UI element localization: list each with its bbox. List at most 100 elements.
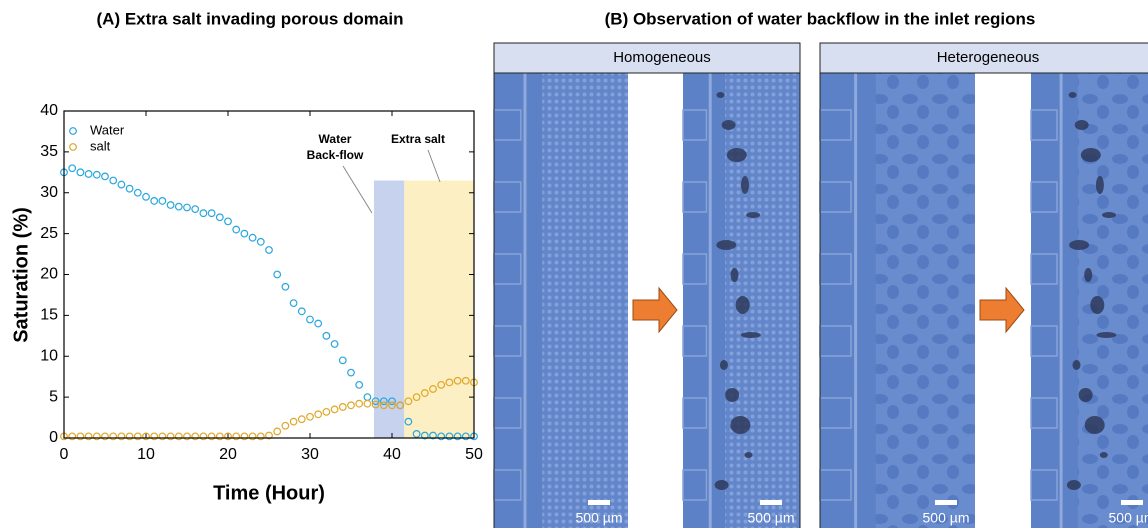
point: [232, 225, 241, 234]
point: [265, 246, 273, 254]
inlet-channel: [682, 325, 708, 357]
point: [289, 417, 298, 426]
point: [84, 432, 93, 441]
point: [199, 432, 208, 441]
dark-spot: [714, 480, 729, 490]
scale-bar: [588, 500, 610, 505]
dark-spot: [725, 388, 740, 402]
point: [166, 201, 175, 209]
dark-spot: [1084, 416, 1105, 434]
dark-spot: [744, 452, 753, 458]
point: [404, 397, 413, 406]
panel-border: [493, 42, 801, 528]
point: [191, 205, 200, 214]
inlet-channel: [1030, 253, 1058, 285]
panel-label: Homogeneous: [613, 49, 711, 66]
point: [117, 432, 126, 441]
point: [125, 184, 134, 193]
inlet-strip: [1059, 73, 1063, 528]
y-tick-label: 25: [40, 225, 58, 242]
inlet-channel: [682, 181, 708, 213]
point: [92, 170, 101, 179]
micrograph: [493, 73, 628, 528]
point: [453, 432, 462, 441]
y-tick-label: 30: [40, 184, 58, 201]
annotation-arrow: [427, 149, 441, 183]
point: [240, 432, 249, 441]
inlet-strip: [523, 73, 527, 528]
point: [183, 432, 191, 441]
point: [248, 233, 257, 242]
point: [404, 417, 413, 426]
shaded-region: [404, 180, 474, 439]
dark-spot: [1080, 148, 1101, 162]
point: [379, 401, 388, 410]
dark-spot: [741, 176, 750, 194]
y-tick-label: 35: [40, 143, 58, 160]
y-tick-label: 40: [40, 102, 58, 119]
scale-bar-label: 500 µm: [748, 510, 795, 526]
point: [371, 400, 380, 409]
point: [273, 427, 282, 436]
micrograph: [1030, 73, 1148, 528]
shaded-region: [373, 180, 405, 439]
dark-spot: [1099, 452, 1108, 458]
scale-bar: [935, 500, 957, 505]
x-tick-label: 10: [137, 446, 155, 463]
point: [297, 415, 306, 424]
point: [84, 170, 93, 178]
point: [117, 180, 126, 189]
point: [68, 164, 77, 173]
dark-spot: [716, 92, 725, 98]
panel-border: [819, 42, 1148, 528]
inlet-channel: [682, 253, 708, 285]
y-tick-label: 20: [40, 266, 58, 283]
chart-title: (A) Extra salt invading porous domain: [97, 9, 404, 28]
panel-title: (B) Observation of water backflow in the…: [605, 9, 1036, 28]
point: [174, 432, 183, 441]
porous-zone: [542, 73, 628, 528]
point: [453, 376, 462, 385]
point: [347, 401, 355, 410]
point: [207, 432, 216, 441]
point: [379, 397, 388, 406]
y-tick-label: 15: [40, 307, 58, 324]
point: [232, 432, 241, 441]
y-tick-label: 0: [49, 429, 58, 446]
point: [420, 431, 429, 440]
dark-spot: [730, 416, 751, 434]
point: [183, 203, 191, 212]
point: [125, 432, 134, 441]
scale-bar-label: 500 µm: [576, 510, 623, 526]
point: [101, 432, 109, 441]
inlet-channel: [1030, 325, 1058, 357]
scale-bar-label: 500 µm: [923, 510, 970, 526]
point: [281, 421, 290, 430]
point: [174, 202, 183, 211]
point: [322, 407, 331, 416]
inlet-strip: [854, 73, 858, 528]
point: [396, 401, 405, 410]
dark-spot: [1090, 296, 1105, 314]
dark-spot: [716, 240, 737, 250]
inlet-channel: [1030, 469, 1058, 501]
point: [445, 378, 454, 387]
point: [142, 192, 150, 201]
point: [461, 376, 470, 385]
point: [437, 432, 446, 441]
inlet-channel: [1030, 109, 1058, 141]
dark-spot: [746, 212, 761, 218]
x-tick-label: 50: [465, 446, 483, 463]
point: [355, 380, 364, 389]
point: [281, 282, 290, 291]
micrograph: [682, 73, 800, 528]
dark-spot: [1084, 268, 1093, 282]
point: [224, 217, 232, 226]
arrow: [632, 286, 678, 334]
point: [150, 432, 159, 441]
arrow: [979, 286, 1025, 334]
inlet-channel: [682, 397, 708, 429]
inlet-channel: [682, 469, 708, 501]
point: [363, 399, 372, 408]
point: [429, 431, 437, 440]
